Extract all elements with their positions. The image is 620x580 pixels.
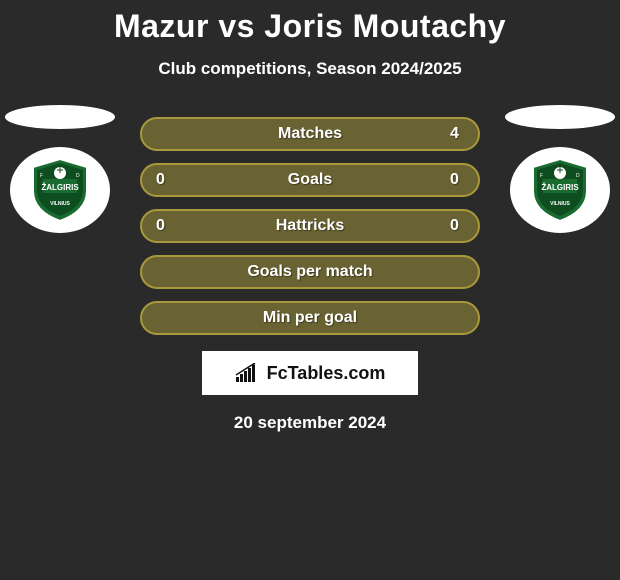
svg-text:ŽALGIRIS: ŽALGIRIS: [41, 183, 79, 192]
svg-text:VILNIUS: VILNIUS: [550, 201, 570, 207]
player-left-club-badge: ŽALGIRIS VILNIUS F D: [10, 147, 110, 233]
svg-text:D: D: [576, 173, 580, 179]
stat-label: Goals: [142, 171, 478, 189]
zalgiris-badge-icon: ŽALGIRIS VILNIUS F D: [25, 155, 95, 225]
footer-date: 20 september 2024: [0, 413, 620, 433]
stat-right-value: 0: [450, 171, 464, 189]
stat-row-min-per-goal: Min per goal: [140, 301, 480, 335]
svg-text:VILNIUS: VILNIUS: [50, 201, 70, 207]
stat-label: Min per goal: [142, 309, 478, 327]
stat-row-hattricks: 0 Hattricks 0: [140, 209, 480, 243]
subtitle: Club competitions, Season 2024/2025: [0, 59, 620, 79]
brand-name: FcTables.com: [267, 363, 386, 384]
stats-area: ŽALGIRIS VILNIUS F D ŽALGIRIS: [0, 117, 620, 335]
player-left-avatar: [5, 105, 115, 129]
player-right-club-badge: ŽALGIRIS VILNIUS F D: [510, 147, 610, 233]
page-title: Mazur vs Joris Moutachy: [0, 0, 620, 45]
stat-row-goals: 0 Goals 0: [140, 163, 480, 197]
brand-box[interactable]: FcTables.com: [202, 351, 418, 395]
bar-chart-icon: [235, 363, 261, 383]
stat-rows: Matches 4 0 Goals 0 0 Hattricks 0 Goals …: [140, 117, 480, 335]
player-left-column: ŽALGIRIS VILNIUS F D: [5, 105, 115, 233]
stat-left-value: 0: [156, 217, 170, 235]
stat-row-goals-per-match: Goals per match: [140, 255, 480, 289]
stat-label: Goals per match: [142, 263, 478, 281]
stat-label: Hattricks: [142, 217, 478, 235]
player-right-column: ŽALGIRIS VILNIUS F D: [505, 105, 615, 233]
svg-text:ŽALGIRIS: ŽALGIRIS: [541, 183, 579, 192]
stat-right-value: 0: [450, 217, 464, 235]
stat-left-value: 0: [156, 171, 170, 189]
svg-text:F: F: [540, 173, 543, 179]
zalgiris-badge-icon: ŽALGIRIS VILNIUS F D: [525, 155, 595, 225]
stat-right-value: 4: [450, 125, 464, 143]
svg-text:D: D: [76, 173, 80, 179]
comparison-card: Mazur vs Joris Moutachy Club competition…: [0, 0, 620, 433]
stat-row-matches: Matches 4: [140, 117, 480, 151]
player-right-avatar: [505, 105, 615, 129]
svg-text:F: F: [40, 173, 43, 179]
stat-label: Matches: [142, 125, 478, 143]
